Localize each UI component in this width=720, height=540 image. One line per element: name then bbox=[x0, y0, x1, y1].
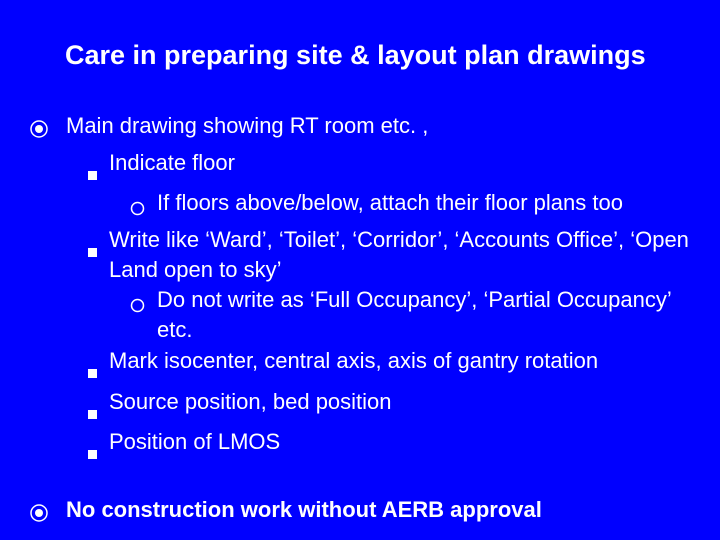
square-filled-icon bbox=[88, 437, 97, 467]
circle-outline-icon bbox=[130, 291, 145, 344]
bullet-item-level3: If floors above/below, attach their floo… bbox=[30, 188, 690, 224]
square-filled-icon bbox=[88, 235, 97, 284]
bullet-item-level1: Main drawing showing RT room etc. , bbox=[30, 111, 690, 146]
bullet-text: Mark isocenter, central axis, axis of ga… bbox=[109, 346, 690, 386]
bullet-item-level2: Source position, bed position bbox=[30, 387, 690, 427]
spacer bbox=[30, 467, 690, 495]
bullet-text: No construction work without AERB approv… bbox=[66, 495, 690, 530]
slide-title: Care in preparing site & layout plan dra… bbox=[65, 40, 690, 71]
bullet-item-level2: Write like ‘Ward’, ‘Toilet’, ‘Corridor’,… bbox=[30, 225, 690, 284]
bullet-text: Main drawing showing RT room etc. , bbox=[66, 111, 690, 146]
slide: Care in preparing site & layout plan dra… bbox=[0, 0, 720, 540]
bullet-item-level1: No construction work without AERB approv… bbox=[30, 495, 690, 530]
bullet-item-level3: Do not write as ‘Full Occupancy’, ‘Parti… bbox=[30, 285, 690, 344]
bullet-text: Position of LMOS bbox=[109, 427, 690, 467]
slide-body: Main drawing showing RT room etc. ,Indic… bbox=[30, 111, 690, 530]
square-filled-icon bbox=[88, 356, 97, 386]
bullet-item-level2: Mark isocenter, central axis, axis of ga… bbox=[30, 346, 690, 386]
bullet-text: Do not write as ‘Full Occupancy’, ‘Parti… bbox=[157, 285, 690, 344]
circle-outline-icon bbox=[130, 194, 145, 224]
radio-filled-icon bbox=[30, 116, 48, 146]
bullet-text: Indicate floor bbox=[109, 148, 690, 188]
bullet-text: Source position, bed position bbox=[109, 387, 690, 427]
radio-filled-icon bbox=[30, 500, 48, 530]
square-filled-icon bbox=[88, 397, 97, 427]
bullet-item-level2: Position of LMOS bbox=[30, 427, 690, 467]
square-filled-icon bbox=[88, 158, 97, 188]
bullet-text: If floors above/below, attach their floo… bbox=[157, 188, 690, 224]
bullet-item-level2: Indicate floor bbox=[30, 148, 690, 188]
bullet-text: Write like ‘Ward’, ‘Toilet’, ‘Corridor’,… bbox=[109, 225, 690, 284]
